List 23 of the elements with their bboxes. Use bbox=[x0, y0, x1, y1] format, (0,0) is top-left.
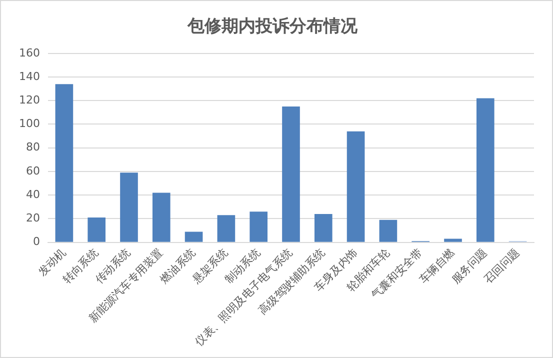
y-tick-label: 80 bbox=[26, 140, 40, 154]
bar bbox=[379, 220, 398, 242]
bar bbox=[88, 218, 106, 242]
bar bbox=[444, 238, 462, 242]
y-tick-label: 40 bbox=[26, 188, 40, 201]
bar bbox=[282, 106, 300, 242]
bar bbox=[476, 98, 494, 242]
bar bbox=[250, 212, 268, 242]
bar bbox=[120, 172, 138, 242]
y-tick-label: 100 bbox=[18, 117, 40, 130]
bar bbox=[314, 214, 332, 242]
bar bbox=[217, 215, 236, 242]
y-tick-label: 0 bbox=[32, 235, 40, 248]
y-tick-label: 160 bbox=[18, 46, 40, 60]
bar bbox=[55, 84, 74, 242]
chart-title: 包修期内投诉分布情况 bbox=[186, 16, 358, 37]
y-tick-label: 60 bbox=[26, 164, 40, 178]
y-tick-label: 140 bbox=[18, 70, 40, 83]
bar bbox=[152, 192, 170, 242]
y-tick-label: 120 bbox=[18, 93, 40, 106]
y-tick-label: 20 bbox=[26, 212, 40, 225]
bar bbox=[346, 131, 365, 242]
bar bbox=[184, 232, 203, 242]
